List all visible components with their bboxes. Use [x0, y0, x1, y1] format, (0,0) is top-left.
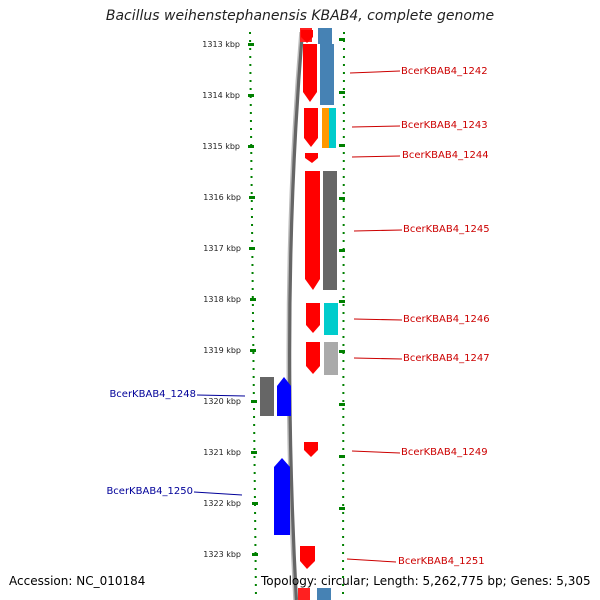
gene-arrow-1247[interactable]	[306, 342, 320, 374]
cog-box-1243-cyan	[329, 108, 336, 148]
gene-arrow-1250[interactable]	[274, 458, 290, 535]
genome-backbone	[287, 31, 304, 600]
gene-label-1245[interactable]: BcerKBAB4_1245	[403, 224, 490, 235]
tick-label-1323: 1323 kbp	[203, 550, 241, 559]
gene-arrow-1244[interactable]	[305, 153, 318, 163]
map-title: Bacillus weihenstephanensis KBAB4, compl…	[105, 8, 495, 24]
ruler-right-ticks	[339, 38, 345, 510]
genome-backbone-highlight	[286, 31, 301, 600]
cog-track-strip-top	[318, 28, 332, 44]
gene-label-1251[interactable]: BcerKBAB4_1251	[398, 556, 485, 567]
genome-summary-text: Topology: circular; Length: 5,262,775 bp…	[261, 574, 591, 588]
gene-arrow-1245[interactable]	[305, 171, 320, 290]
tick-label-1319: 1319 kbp	[203, 346, 241, 355]
cog-box-1245	[323, 171, 337, 290]
gene-arrow-1243[interactable]	[304, 108, 318, 147]
tick-label-1313: 1313 kbp	[202, 40, 240, 49]
tick-label-1322: 1322 kbp	[203, 499, 241, 508]
cog-box-1243-orange	[322, 108, 329, 148]
gene-arrow-1242[interactable]	[303, 44, 317, 102]
gene-label-1249[interactable]: BcerKBAB4_1249	[401, 447, 488, 458]
tick-label-1316: 1316 kbp	[203, 193, 241, 202]
cog-box-1246	[324, 303, 338, 335]
tick-label-1317: 1317 kbp	[203, 244, 241, 253]
cog-box-1248	[260, 377, 274, 416]
gene-arrow-1248[interactable]	[277, 377, 291, 416]
gene-label-1247[interactable]: BcerKBAB4_1247	[403, 353, 490, 364]
tick-label-1320: 1320 kbp	[203, 397, 241, 406]
gene-label-1246[interactable]: BcerKBAB4_1246	[403, 314, 490, 325]
tick-label-1318: 1318 kbp	[203, 295, 241, 304]
gene-label-1244[interactable]: BcerKBAB4_1244	[402, 150, 489, 161]
accession-text: Accession: NC_010184	[9, 574, 146, 588]
cog-track-strip-bottom	[317, 588, 331, 600]
ruler-left-ticks	[248, 43, 258, 556]
gene-label-1250[interactable]: BcerKBAB4_1250	[106, 486, 193, 497]
forward-track-strip-bottom	[298, 588, 310, 600]
gene-arrow-1251[interactable]	[300, 546, 315, 569]
gene-label-1242[interactable]: BcerKBAB4_1242	[401, 66, 488, 77]
ruler-right-line	[342, 31, 345, 600]
gene-label-1248[interactable]: BcerKBAB4_1248	[109, 389, 196, 400]
gene-arrow-1249[interactable]	[304, 442, 318, 457]
cog-box-1242	[320, 44, 334, 105]
tick-label-1315: 1315 kbp	[202, 142, 240, 151]
gene-label-1243[interactable]: BcerKBAB4_1243	[401, 120, 488, 131]
gene-arrow-1246[interactable]	[306, 303, 320, 333]
gene-arrow-1241[interactable]	[301, 30, 313, 43]
tick-label-1314: 1314 kbp	[202, 91, 240, 100]
tick-label-1321: 1321 kbp	[203, 448, 241, 457]
reverse-label-leaders	[193, 394, 246, 496]
ruler-left-line	[249, 31, 257, 600]
forward-label-leaders	[346, 70, 403, 563]
cog-box-1247	[324, 342, 338, 375]
